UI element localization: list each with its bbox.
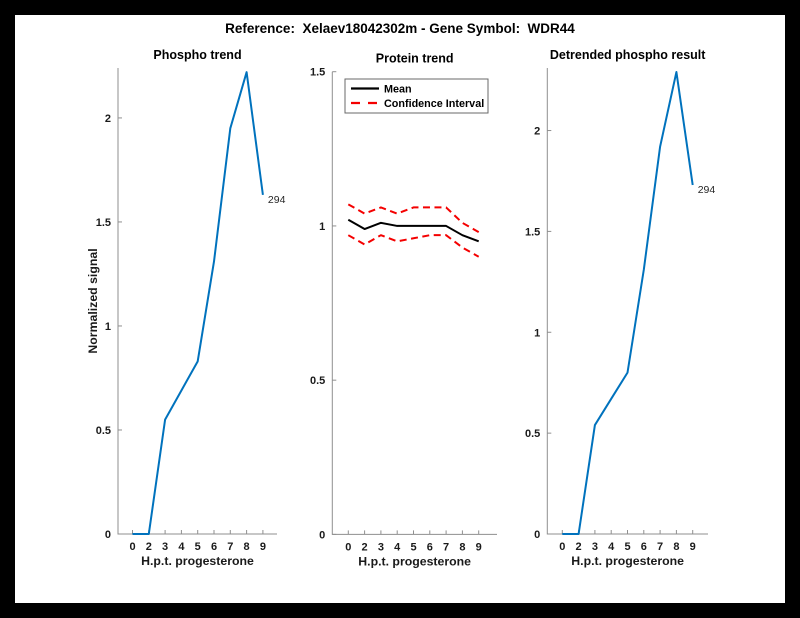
y-tick-label: 1 (534, 327, 540, 339)
y-tick-label: 0.5 (525, 428, 540, 440)
series-mean (347, 218, 480, 243)
chart-title: Detrended phospho result (550, 48, 706, 62)
y-tick-label: 1.5 (525, 226, 540, 238)
axis-spines (546, 68, 708, 535)
x-tick-label: 0 (559, 541, 565, 553)
y-tick-label: 1 (319, 221, 325, 233)
y-tick-label: 2 (105, 113, 111, 125)
x-tick-label: 4 (394, 541, 401, 553)
y-axis-label: Normalized signal (86, 248, 100, 353)
x-tick-label: 7 (443, 541, 449, 553)
series-phospho (132, 71, 264, 535)
y-tick-label: 2 (534, 126, 540, 138)
x-tick-label: 2 (362, 541, 368, 553)
x-tick-label: 8 (673, 541, 679, 553)
x-tick-label: 6 (211, 541, 217, 553)
x-tick-label: 2 (576, 541, 582, 553)
legend-box (344, 78, 489, 114)
endpoint-label: 294 (268, 194, 286, 206)
x-tick-label: 5 (410, 541, 416, 553)
x-tick-label: 3 (592, 541, 598, 553)
x-tick-label: 3 (378, 541, 384, 553)
x-tick-label: 9 (476, 541, 482, 553)
x-tick-label: 0 (129, 541, 135, 553)
x-tick-label: 9 (260, 541, 266, 553)
y-tick-label: 0.5 (310, 375, 325, 387)
axis-spines (117, 68, 277, 535)
figure-canvas: Reference: Xelaev18042302m - Gene Symbol… (15, 15, 785, 603)
x-tick-label: 9 (690, 541, 696, 553)
x-tick-label: 7 (227, 541, 233, 553)
x-tick-label: 5 (195, 541, 201, 553)
x-tick-label: 2 (146, 541, 152, 553)
y-tick-label: 0 (534, 529, 540, 541)
series-ci-lower (347, 234, 480, 258)
y-tick-label: 0 (105, 529, 111, 541)
chart-title: Phospho trend (153, 48, 241, 62)
series-ci-upper (347, 203, 480, 233)
x-tick-label: 7 (657, 541, 663, 553)
x-tick-label: 0 (345, 541, 351, 553)
series-detrended (562, 71, 694, 535)
x-axis-label: H.p.t. progesterone (571, 554, 684, 568)
x-tick-label: 3 (162, 541, 168, 553)
x-axis-label: H.p.t. progesterone (141, 554, 254, 568)
legend-entry-label: Mean (384, 84, 412, 96)
x-tick-label: 5 (624, 541, 630, 553)
endpoint-label: 294 (698, 184, 716, 196)
x-tick-label: 4 (608, 541, 615, 553)
y-tick-label: 1.5 (310, 67, 325, 79)
x-tick-label: 4 (178, 541, 185, 553)
chart-title: Protein trend (376, 52, 454, 66)
x-axis-label: H.p.t. progesterone (358, 554, 471, 568)
axis-spines (331, 71, 497, 535)
y-tick-label: 1 (105, 321, 111, 333)
x-tick-label: 8 (459, 541, 465, 553)
legend-entry-label: Confidence Interval (384, 98, 484, 110)
figure-title: Reference: Xelaev18042302m - Gene Symbol… (225, 21, 575, 36)
x-tick-label: 6 (641, 541, 647, 553)
y-tick-label: 1.5 (96, 217, 111, 229)
y-tick-label: 0 (319, 529, 325, 541)
x-tick-label: 8 (244, 541, 250, 553)
y-tick-label: 0.5 (96, 425, 111, 437)
x-tick-label: 6 (427, 541, 433, 553)
